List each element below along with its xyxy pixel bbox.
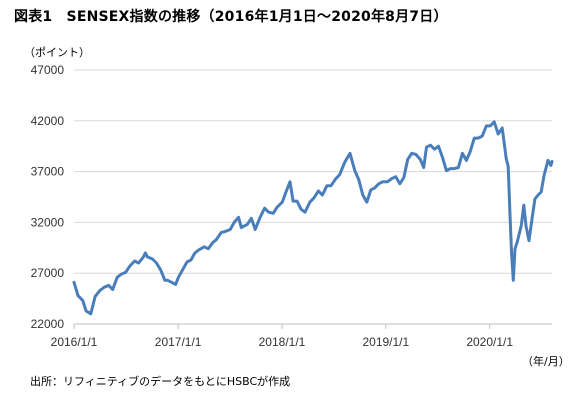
y-tick-label-27000: 27000 — [31, 266, 65, 280]
source-note: 出所：リフィニティブのデータをもとにHSBCが作成 — [30, 375, 291, 388]
x-tick-label-2017/1/1: 2017/1/1 — [155, 335, 202, 349]
x-tick-label-2019/1/1: 2019/1/1 — [362, 335, 409, 349]
y-tick-label-42000: 42000 — [31, 114, 65, 128]
y-tick-label-47000: 47000 — [31, 63, 65, 77]
x-tick-label-2018/1/1: 2018/1/1 — [259, 335, 306, 349]
series-layer — [72, 120, 554, 316]
grid-lines — [74, 69, 552, 274]
x-axis-tick-labels: 2016/1/1 2017/1/1 2018/1/1 2019/1/1 2020/1/1 — [51, 335, 514, 349]
x-tick-label-2020/1/1: 2020/1/1 — [466, 335, 513, 349]
series-line-sensex — [72, 120, 554, 316]
y-tick-label-37000: 37000 — [31, 165, 65, 179]
x-axis — [73, 323, 552, 329]
x-tick-label-2016/1/1: 2016/1/1 — [51, 335, 98, 349]
y-axis-unit-label: （ポイント） — [24, 46, 90, 59]
y-tick-label-32000: 32000 — [31, 215, 65, 229]
y-axis-tick-labels: 47000 42000 37000 32000 27000 22000 — [31, 63, 65, 331]
x-axis-unit-label: （年/月） — [522, 355, 570, 368]
chart-title: 図表1 SENSEX指数の推移（2016年1月1日～2020年8月7日） — [14, 9, 448, 25]
y-tick-label-22000: 22000 — [31, 317, 65, 331]
